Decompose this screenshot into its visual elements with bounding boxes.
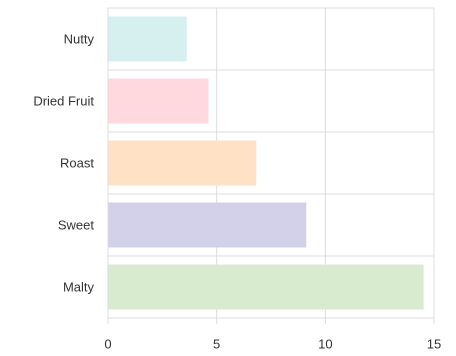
- category-label: Roast: [60, 156, 94, 171]
- x-tick-label: 5: [213, 337, 220, 352]
- category-labels: Nutty Dried Fruit Roast Sweet Malty: [33, 32, 94, 295]
- category-label: Malty: [63, 280, 95, 295]
- bar-roast: [108, 140, 257, 186]
- x-tick-label: 15: [427, 337, 441, 352]
- grid: [107, 7, 435, 324]
- bar-malty: [108, 264, 424, 310]
- category-label: Nutty: [64, 32, 95, 47]
- category-label: Dried Fruit: [33, 94, 94, 109]
- category-label: Sweet: [58, 218, 95, 233]
- bar-nutty: [108, 16, 187, 62]
- x-tick-label: 10: [318, 337, 332, 352]
- bar-sweet: [108, 202, 307, 248]
- x-tick-label: 0: [104, 337, 111, 352]
- bars: [108, 16, 424, 310]
- bar-dried-fruit: [108, 78, 209, 124]
- x-axis-ticks: 0 5 10 15: [104, 337, 441, 352]
